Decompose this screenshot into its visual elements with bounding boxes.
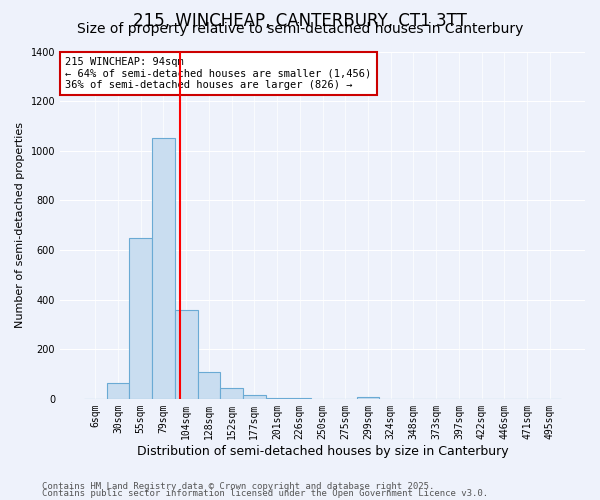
Bar (107, 382, 130, 399)
Y-axis label: Number of semi-detached properties: Number of semi-detached properties (15, 122, 25, 328)
X-axis label: Distribution of semi-detached houses by size in Canterbury: Distribution of semi-detached houses by … (137, 444, 508, 458)
Bar (152, 138, 175, 399)
Text: Size of property relative to semi-detached houses in Canterbury: Size of property relative to semi-detach… (77, 22, 523, 36)
Bar (356, 397, 379, 399)
Bar (243, 395, 266, 399)
Text: 215 WINCHEAP: 94sqm
← 64% of semi-detached houses are smaller (1,456)
36% of sem: 215 WINCHEAP: 94sqm ← 64% of semi-detach… (65, 56, 371, 90)
Bar (266, 398, 289, 399)
Bar (197, 372, 220, 399)
Bar (175, 310, 197, 399)
Text: Contains public sector information licensed under the Open Government Licence v3: Contains public sector information licen… (42, 489, 488, 498)
Bar (130, 238, 152, 399)
Text: 215, WINCHEAP, CANTERBURY, CT1 3TT: 215, WINCHEAP, CANTERBURY, CT1 3TT (133, 12, 467, 30)
Bar (289, 398, 311, 399)
Text: Contains HM Land Registry data © Crown copyright and database right 2025.: Contains HM Land Registry data © Crown c… (42, 482, 434, 491)
Bar (220, 388, 243, 399)
